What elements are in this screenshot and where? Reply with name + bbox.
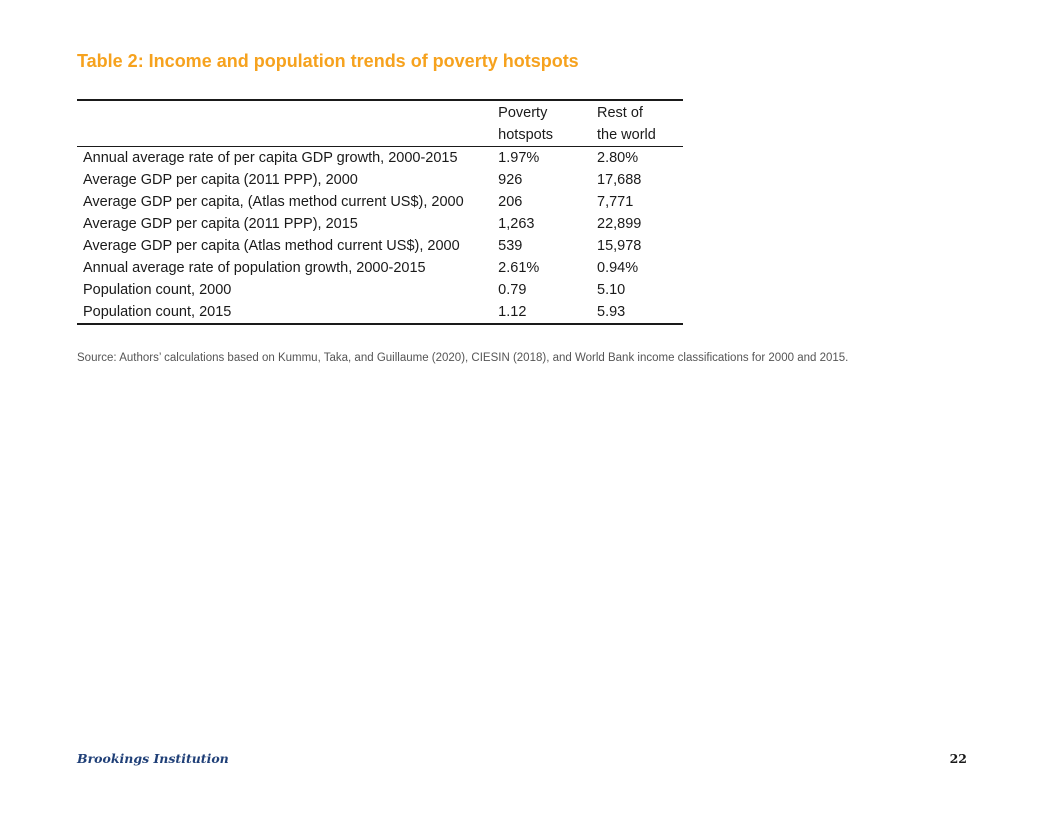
row-hotspots-value: 206 [498, 194, 523, 210]
row-hotspots-value: 2.61% [498, 260, 540, 276]
table-row: Average GDP per capita, (Atlas method cu… [77, 191, 683, 213]
table-header-row: Poverty hotspots Rest of the world [77, 100, 683, 147]
table-row: Average GDP per capita (2011 PPP), 2000 … [77, 169, 683, 191]
row-rest-value: 5.10 [597, 282, 626, 298]
header-label-column [77, 100, 484, 147]
row-label: Population count, 2015 [83, 304, 232, 320]
row-label: Population count, 2000 [83, 282, 232, 298]
row-label: Average GDP per capita, (Atlas method cu… [83, 194, 464, 210]
row-rest-value: 0.94% [597, 260, 639, 276]
table-row: Population count, 2015 1.12 5.93 [77, 301, 683, 324]
row-hotspots-value: 539 [498, 238, 523, 254]
row-label: Annual average rate of population growth… [83, 260, 426, 276]
table-row: Population count, 2000 0.79 5.10 [77, 279, 683, 301]
header-hotspots-line2: hotspots [498, 127, 553, 143]
row-rest-value: 17,688 [597, 172, 642, 188]
source-note: Source: Authors’ calculations based on K… [77, 352, 849, 364]
income-population-table: Poverty hotspots Rest of the world Annua… [77, 99, 683, 325]
header-hotspots-line1: Poverty [498, 105, 548, 121]
table-row: Average GDP per capita (Atlas method cur… [77, 235, 683, 257]
row-rest-value: 5.93 [597, 304, 626, 320]
table-title: Table 2: Income and population trends of… [77, 51, 579, 71]
table-row: Annual average rate of per capita GDP gr… [77, 147, 683, 170]
header-rest-line2: the world [597, 127, 656, 143]
row-hotspots-value: 1.97% [498, 150, 540, 166]
row-hotspots-value: 1.12 [498, 304, 527, 320]
header-poverty-hotspots: Poverty hotspots [484, 100, 591, 147]
row-label: Average GDP per capita (Atlas method cur… [83, 238, 460, 254]
header-rest-of-world: Rest of the world [591, 100, 683, 147]
header-rest-line1: Rest of [597, 105, 643, 121]
row-hotspots-value: 926 [498, 172, 523, 188]
page-number: 22 [949, 751, 967, 766]
row-label: Average GDP per capita (2011 PPP), 2015 [83, 216, 358, 232]
row-label: Annual average rate of per capita GDP gr… [83, 150, 458, 166]
row-rest-value: 15,978 [597, 238, 642, 254]
row-rest-value: 2.80% [597, 150, 639, 166]
row-hotspots-value: 0.79 [498, 282, 527, 298]
row-rest-value: 22,899 [597, 216, 642, 232]
row-hotspots-value: 1,263 [498, 216, 535, 232]
row-rest-value: 7,771 [597, 194, 634, 210]
table-row: Average GDP per capita (2011 PPP), 2015 … [77, 213, 683, 235]
row-label: Average GDP per capita (2011 PPP), 2000 [83, 172, 358, 188]
footer-organization: Brookings Institution [77, 751, 229, 766]
table-row: Annual average rate of population growth… [77, 257, 683, 279]
